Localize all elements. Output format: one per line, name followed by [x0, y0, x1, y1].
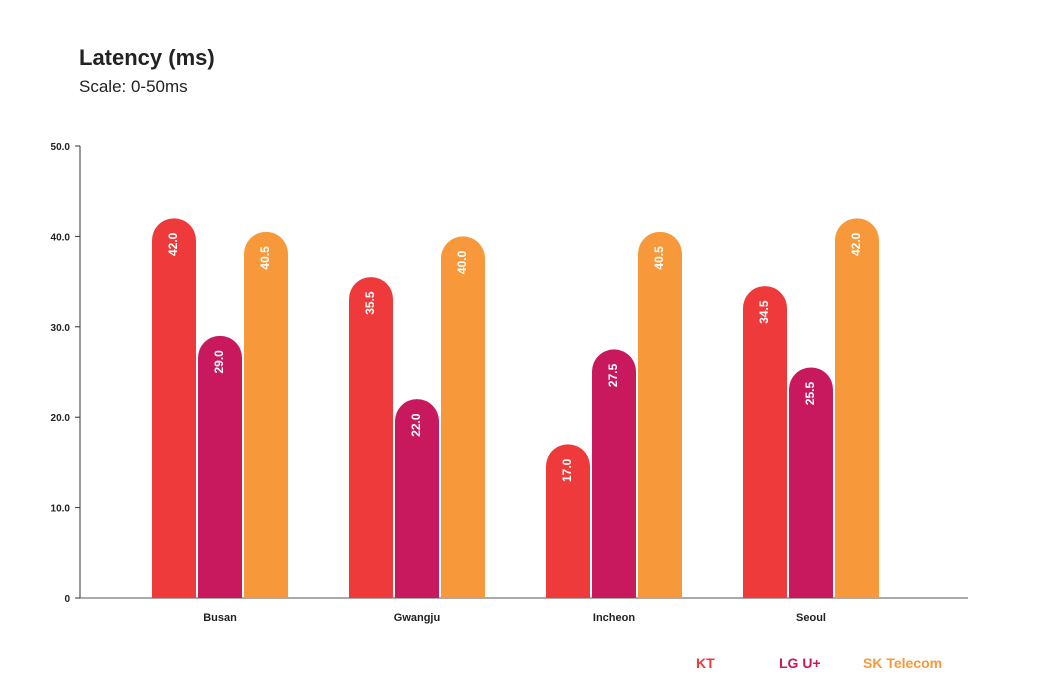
- bar-value-label: 40.5: [652, 246, 666, 270]
- bar-value-label: 25.5: [803, 381, 817, 405]
- bar-value-label: 42.0: [849, 232, 863, 256]
- y-ticks: 0 10.0 20.0 30.0 40.0 50.0: [51, 142, 80, 605]
- bar-value-label: 29.0: [212, 350, 226, 374]
- bar: [244, 231, 288, 599]
- y-tick-label: 30.0: [51, 323, 71, 334]
- legend-entry: SK Telecom: [863, 655, 942, 671]
- x-category-label: Gwangju: [394, 612, 440, 624]
- y-tick-label: 0: [64, 594, 70, 605]
- bar-value-label: 34.5: [757, 300, 771, 324]
- bar: [198, 335, 242, 598]
- x-category-label: Seoul: [796, 612, 826, 624]
- bar: [592, 349, 636, 598]
- chart-title: Latency (ms): [79, 45, 215, 70]
- bar: [789, 367, 833, 598]
- bar: [546, 444, 590, 598]
- legend: KT LG U+ SK Telecom: [696, 655, 942, 671]
- y-tick-label: 40.0: [51, 232, 71, 243]
- chart-subtitle: Scale: 0-50ms: [79, 77, 188, 96]
- bar-value-label: 42.0: [166, 232, 180, 256]
- bar-value-label: 40.5: [258, 246, 272, 270]
- bar-value-label: 40.0: [455, 250, 469, 274]
- bar: [395, 399, 439, 598]
- y-tick-label: 10.0: [51, 504, 71, 515]
- bar: [835, 218, 879, 599]
- legend-entry: KT: [696, 655, 715, 671]
- bar: [638, 231, 682, 599]
- x-category-label: Incheon: [593, 612, 635, 624]
- bar-value-label: 35.5: [363, 291, 377, 315]
- bar-value-label: 27.5: [606, 363, 620, 387]
- bar-value-label: 22.0: [409, 413, 423, 437]
- bar: [441, 236, 485, 598]
- bar: [152, 218, 196, 599]
- bars: 42.0 29.0 40.5 35.5 22.0 40.0 17.0 27.5 40.5 34.5…: [152, 218, 879, 599]
- x-category-label: Busan: [203, 612, 237, 624]
- bar: [349, 277, 393, 598]
- y-tick-label: 50.0: [51, 142, 71, 153]
- category-labels: Busan Gwangju Incheon Seoul: [203, 612, 826, 624]
- y-tick-label: 20.0: [51, 413, 71, 424]
- bar-value-label: 17.0: [560, 458, 574, 482]
- bar: [743, 286, 787, 598]
- legend-entry: LG U+: [779, 655, 821, 671]
